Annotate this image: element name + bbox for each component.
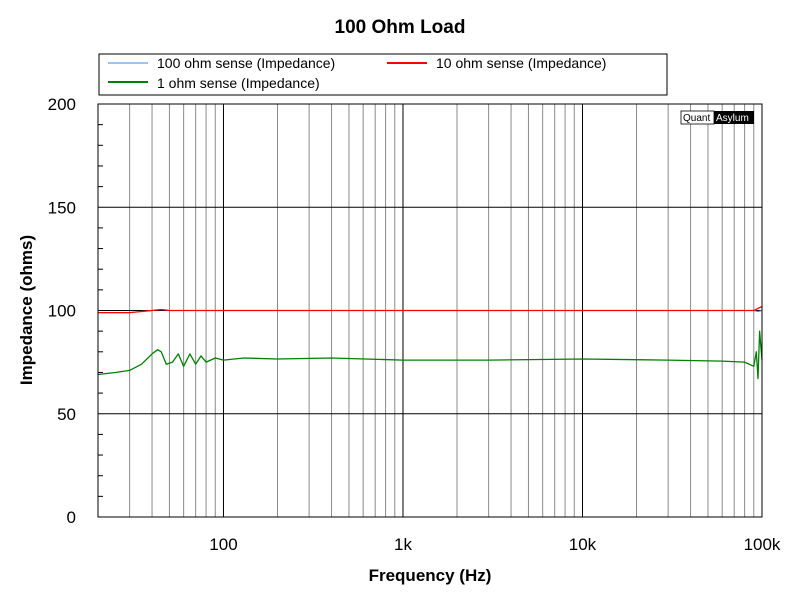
watermark-right-text: Asylum	[716, 113, 749, 124]
y-tick-label: 0	[67, 508, 76, 527]
y-tick-label: 200	[48, 95, 76, 114]
y-axis-label: Impedance (ohms)	[17, 235, 36, 385]
legend-label-1-ohm: 1 ohm sense (Impedance)	[157, 75, 320, 91]
x-tick-label: 100k	[744, 535, 781, 554]
y-tick-labels: 0 50 100 150 200	[48, 95, 76, 527]
x-tick-label: 10k	[569, 535, 597, 554]
series-layer	[97, 305, 763, 380]
series-line-1	[98, 305, 763, 314]
y-tick-label: 50	[57, 405, 76, 424]
watermark-right-box	[714, 111, 754, 124]
legend: 100 ohm sense (Impedance) 10 ohm sense (…	[98, 53, 668, 96]
watermark-left-text: Quant	[683, 113, 710, 124]
x-axis-label: Frequency (Hz)	[369, 566, 492, 585]
watermark: Quant Asylum	[680, 110, 754, 125]
series-line-2	[97, 330, 763, 380]
legend-box	[98, 53, 668, 96]
y-minor-ticks	[98, 124, 103, 497]
chart-title: 100 Ohm Load	[335, 17, 466, 38]
legend-label-100-ohm: 100 ohm sense (Impedance)	[157, 55, 335, 71]
x-tick-labels: 100 1k 10k 100k	[209, 535, 781, 554]
y-tick-label: 100	[48, 302, 76, 321]
y-tick-label: 150	[48, 198, 76, 217]
plot-border	[97, 103, 763, 518]
x-tick-label: 100	[209, 535, 237, 554]
x-tick-label: 1k	[394, 535, 412, 554]
legend-label-10-ohm: 10 ohm sense (Impedance)	[436, 55, 606, 71]
